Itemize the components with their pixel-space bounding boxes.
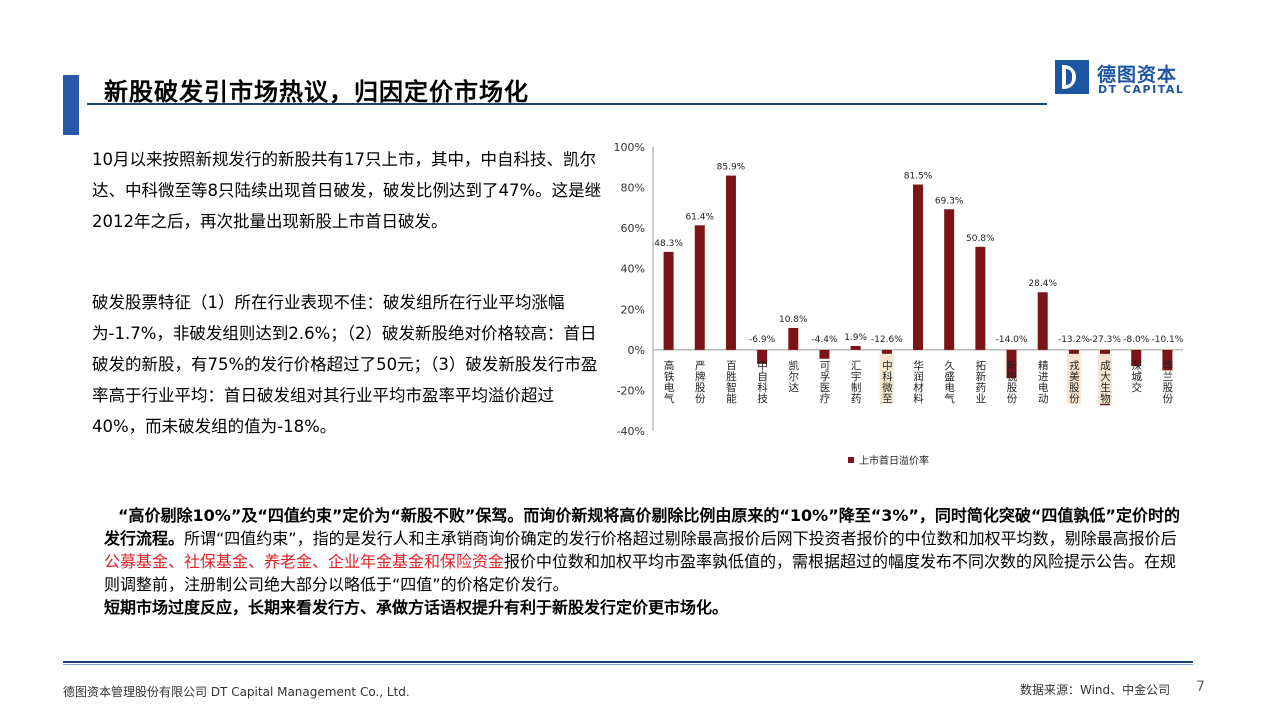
category-label: 汇宇制药 [850,359,862,404]
logo-name-cn: 德图资本 [1097,64,1178,86]
category-label: 久盛电气 [943,360,955,404]
data-label: 28.4% [1028,279,1057,289]
footer-divider [63,661,1193,663]
bar [1037,292,1048,350]
category-label: 凯尔达 [787,359,799,393]
category-label: 新锐股份 [1006,359,1018,404]
category-label: 华兰股份 [1161,359,1173,404]
footer-divider-thin [63,664,1193,665]
title-divider [87,103,1047,105]
bar [944,209,955,350]
category-highlight [1066,353,1081,404]
data-label: -27.3% [1089,335,1121,345]
y-tick-label: 80% [621,182,645,195]
data-label: 81.5% [904,172,933,182]
category-label: 中自科技 [756,359,768,404]
logo-name-en: DT CAPITAL [1098,83,1185,96]
logo-d-icon [1055,60,1089,94]
category-label: 中科微至 [881,359,893,404]
category-label: 可孚医疗 [818,360,830,404]
data-label: 50.8% [966,234,995,244]
category-label: 华润材料 [912,359,924,404]
intro-paragraph: 10月以来按照新规发行的新股共有17只上市，其中，中自科技、凯尔达、中科微至等8… [92,150,602,231]
category-label: 成大生物 [1099,360,1111,404]
category-label: 拓新药业 [974,360,986,404]
data-label: -10.1% [1151,335,1183,345]
data-label: 61.4% [685,212,714,222]
bar [1162,349,1173,371]
bottom-tail-text: 报价中位数和加权平均市盈率孰低值的，需根据超过的幅度发布不同次数的风险提示公告。… [104,552,1177,594]
data-label: 69.3% [935,196,964,206]
data-label: -12.6% [871,335,903,345]
legend-swatch [848,457,854,463]
bar [663,251,674,350]
bar [975,246,986,350]
bar [788,327,799,350]
y-tick-label: 60% [621,222,645,235]
category-label: 精进电动 [1037,359,1049,404]
bar [694,225,705,350]
bottom-normal-text: 所谓“四值约束”，指的是发行人和主承销商询价确定的发行价格超过剔除最高报价后网下… [184,529,1177,548]
category-label: 百胜智能 [725,360,737,404]
y-tick-label: -40% [617,425,645,438]
bar [1006,349,1017,379]
company-logo: 德图资本 DT CAPITAL [1055,60,1205,100]
data-label: -13.2% [1058,335,1090,345]
footer-source: 数据来源：Wind、中金公司 [1020,683,1171,697]
bar [913,184,923,350]
data-label: -4.4% [811,335,838,345]
data-label: -6.9% [749,335,776,345]
data-label: 10.8% [779,315,808,325]
bar [850,346,861,350]
bar [725,175,736,350]
bar [1131,349,1142,367]
bar [819,349,830,359]
footer-company: 德图资本管理股份有限公司 DT Capital Management Co., … [63,685,410,699]
bottom-red-highlight: 公募基金、社保基金、养老金、企业年金基金和保险资金 [104,552,505,571]
ipo-premium-bar-chart: 100% 80% 60% 40% 20% 0% -20% -40% 48.3% 高铁电气 61.4%… [614,141,1184,467]
data-label: 1.9% [844,333,867,343]
y-tick-label: 100% [614,141,645,154]
y-tick-label: 20% [621,303,645,316]
y-tick-label: 40% [621,263,645,276]
y-tick-label: 0% [628,344,645,357]
features-paragraph: 破发股票特征（1）所在行业表现不佳：破发组所在行业平均涨幅为-1.7%，非破发组… [92,293,598,436]
category-label: 戎美股份 [1068,359,1080,404]
bottom-conclusion: 短期市场过度反应，长期来看发行方、承做方话语权提升有利于新股发行定价更市场化。 [104,598,729,617]
data-label: -8.0% [1123,335,1150,345]
category-label: 深城交 [1130,360,1142,393]
category-label: 高铁电气 [663,359,675,404]
category-highlight [1098,353,1113,404]
page-number: 7 [1196,679,1205,695]
category-highlight [879,353,894,404]
y-tick-label: -20% [617,384,645,397]
bottom-bold-lead: “高价剔除10%”及“四值约束”定价为“新股不败”保驾。而询价新规将高价剔除比例… [104,506,1180,548]
category-label: 严牌股份 [694,360,706,404]
bottom-text-block: “高价剔除10%”及“四值约束”定价为“新股不败”保驾。而询价新规将高价剔除比例… [104,504,1184,619]
data-label: 85.9% [717,163,746,173]
legend-label: 上市首日溢价率 [859,454,929,467]
data-label: 48.3% [654,239,683,249]
title-accent-bar [63,75,79,135]
bar [757,349,768,364]
data-label: -14.0% [996,335,1028,345]
page-title: 新股破发引市场热议，归因定价市场化 [104,78,529,106]
